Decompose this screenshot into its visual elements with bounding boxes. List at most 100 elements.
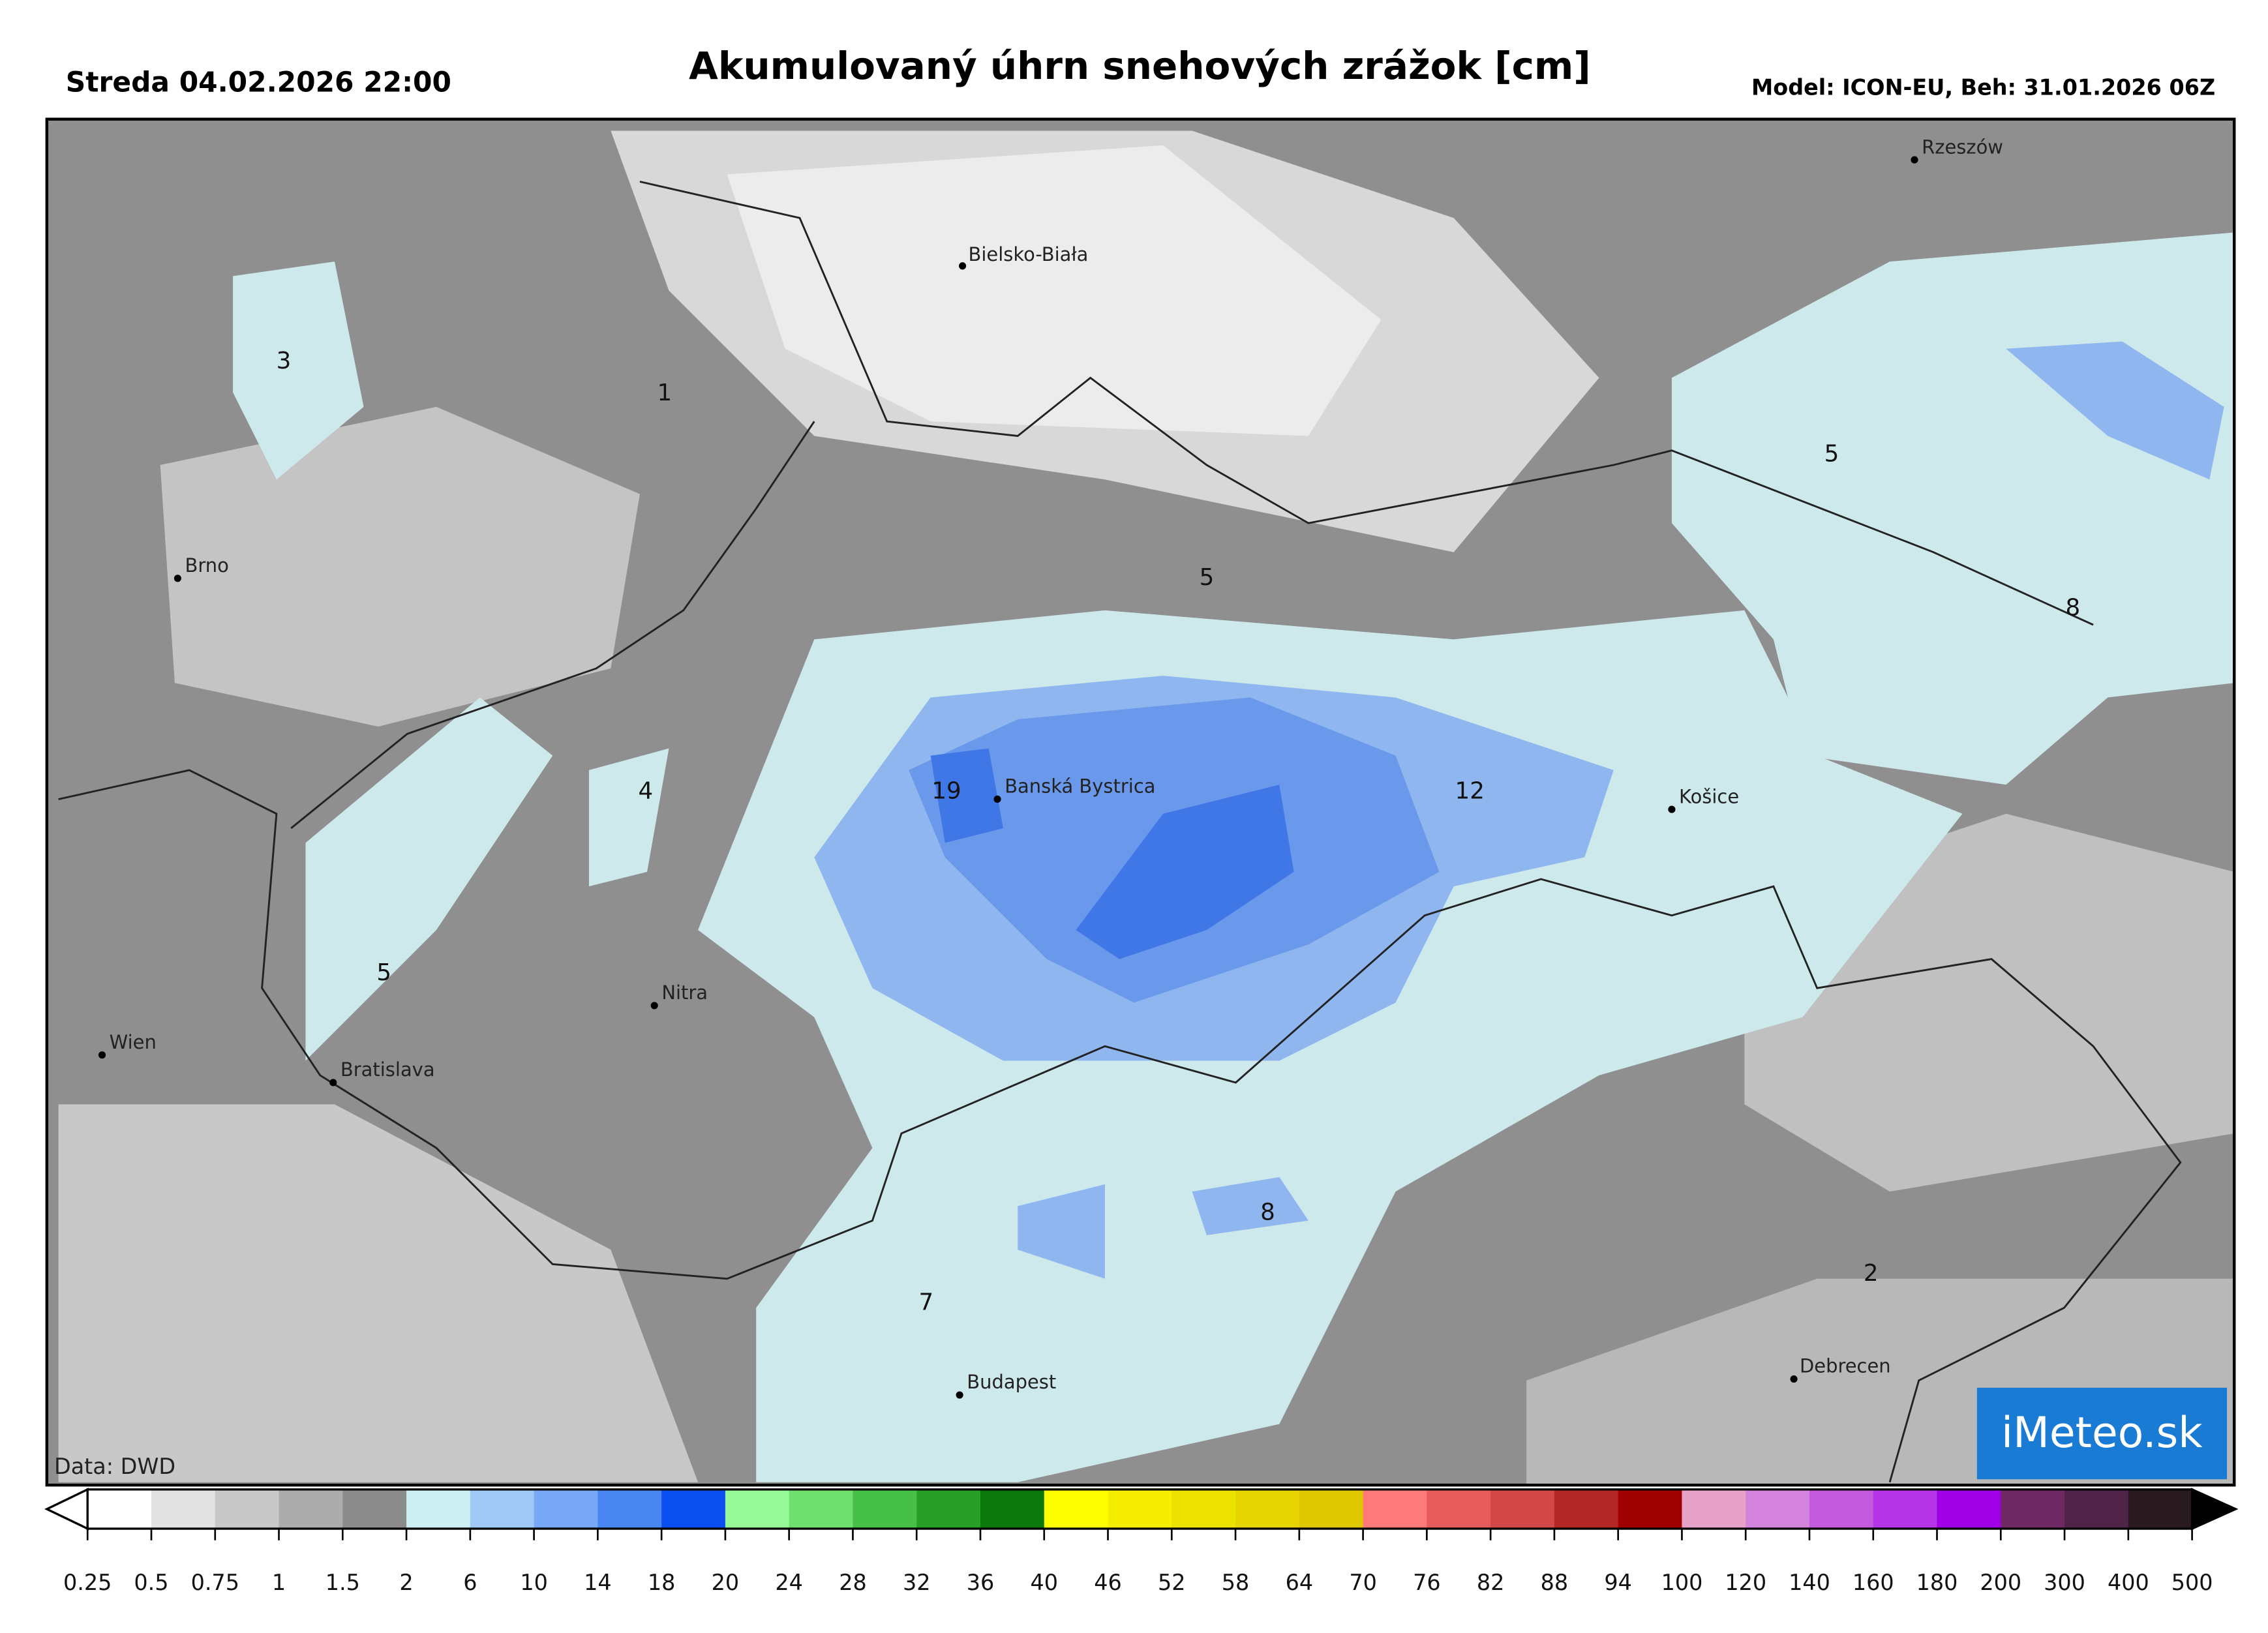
colorbar-box [1746,1489,1810,1529]
tick-label: 200 [1980,1570,2021,1595]
tick-label: 52 [1158,1570,1186,1595]
colorbar-box [661,1489,726,1529]
contour-labels: 3 1 5 5 8 4 19 12 5 8 7 2 [277,348,2081,1316]
tick-label: 82 [1477,1570,1505,1595]
colorbar-box [1363,1489,1428,1529]
border [290,421,815,830]
colorbar-box [470,1489,535,1529]
title: Akumulovaný úhrn snehových zrážok [cm] [689,44,1591,88]
colorbar-box [151,1489,216,1529]
city: Bratislava [340,1058,435,1081]
area [930,748,1294,959]
colorbar-box [1490,1489,1555,1529]
colorbar-box [980,1489,1045,1529]
colorbar-box [1618,1489,1683,1529]
colorbar-box [1873,1489,1938,1529]
tick-label: 300 [2044,1570,2085,1595]
colorbar-box [215,1489,280,1529]
contour-label: 8 [2066,595,2081,622]
city: Brno [185,554,229,577]
tick-label: 18 [648,1570,676,1595]
city: Rzeszów [1922,136,2003,158]
colorbar: 0.25 0.5 0.75 1 1.5 2 6 10 14 18 20 24 28 32 36 40 46 52 5… [44,1488,2239,1595]
colorbar-box [1554,1489,1619,1529]
contour-label: 5 [1824,440,1839,467]
city: Debrecen [1800,1355,1891,1377]
colorbar-box [87,1489,152,1529]
tick-label: 1 [272,1570,286,1595]
contour-label: 3 [277,348,292,374]
tick-label: 0.25 [63,1570,112,1595]
contour-label: 4 [638,777,653,804]
tick-label: 58 [1222,1570,1250,1595]
tick-label: 0.5 [134,1570,168,1595]
colorbar-box [916,1489,981,1529]
data-credit: Data: DWD [54,1454,175,1479]
tick-label: 500 [2171,1570,2213,1595]
contour-label: 5 [1200,564,1215,591]
colorbar-box [1235,1489,1300,1529]
tick-label: 24 [775,1570,803,1595]
logo: iMeteo.sk [2001,1409,2203,1458]
border [639,181,2094,626]
area [588,748,669,887]
contour-label: 1 [657,380,672,406]
colorbar-box [1044,1489,1109,1529]
colorbar-box [534,1489,599,1529]
tick-label: 64 [1286,1570,1314,1595]
area [2006,341,2224,480]
contour-label: 2 [1864,1260,1879,1287]
tick-label: 70 [1349,1570,1377,1595]
colorbar-box [1937,1489,2001,1529]
tick-label: 6 [463,1570,477,1595]
contour-label: 5 [376,959,391,986]
tick-label: 2 [399,1570,413,1595]
colorbar-box [725,1489,790,1529]
tick-label: 32 [903,1570,931,1595]
colorbar-frame [86,1488,2194,1530]
colorbar-box [853,1489,917,1529]
area [233,262,364,480]
colorbar-box [789,1489,854,1529]
tick-label: 100 [1661,1570,1703,1595]
area [160,406,640,727]
tick-label: 94 [1604,1570,1632,1595]
tick-label: 120 [1725,1570,1766,1595]
city: Nitra [661,981,708,1004]
contour-label: 19 [931,777,961,804]
contour-label: 7 [919,1289,934,1316]
tick-label: 180 [1916,1570,1958,1595]
tick-label: 400 [2108,1570,2149,1595]
area [727,145,1382,436]
colorbar-under [44,1488,89,1531]
contour-label: 8 [1260,1199,1275,1226]
map: Rzeszów Bielsko-Biała Brno Banská Bystri… [45,117,2236,1487]
city: Budapest [967,1371,1056,1393]
colorbar-box [1809,1489,1874,1529]
contour-label: 12 [1455,777,1485,804]
tick-label: 14 [584,1570,612,1595]
colorbar-box [1427,1489,1491,1529]
map-frame [45,117,2236,1487]
tick-label: 40 [1031,1570,1059,1595]
colorbar-box [597,1489,662,1529]
tick-label: 20 [712,1570,740,1595]
valid-time: Streda 04.02.2026 22:00 [66,67,451,98]
tick-label: 28 [839,1570,867,1595]
colorbar-box [1108,1489,1172,1529]
border [58,769,2182,1483]
colorbar-box [1172,1489,1236,1529]
colorbar-box [1299,1489,1364,1529]
cities: Rzeszów Bielsko-Biała Brno Banská Bystri… [98,136,2003,1399]
colorbar-over [2190,1488,2239,1531]
tick-label: 36 [967,1570,995,1595]
city: Bielsko-Biała [968,243,1088,265]
colorbar-box [2001,1489,2065,1529]
colorbar-box [2128,1489,2193,1529]
logo-box [1976,1387,2228,1480]
tick-label: 140 [1789,1570,1830,1595]
area [1018,1176,1308,1279]
city: Košice [1679,785,1739,807]
tick-label: 88 [1541,1570,1569,1595]
